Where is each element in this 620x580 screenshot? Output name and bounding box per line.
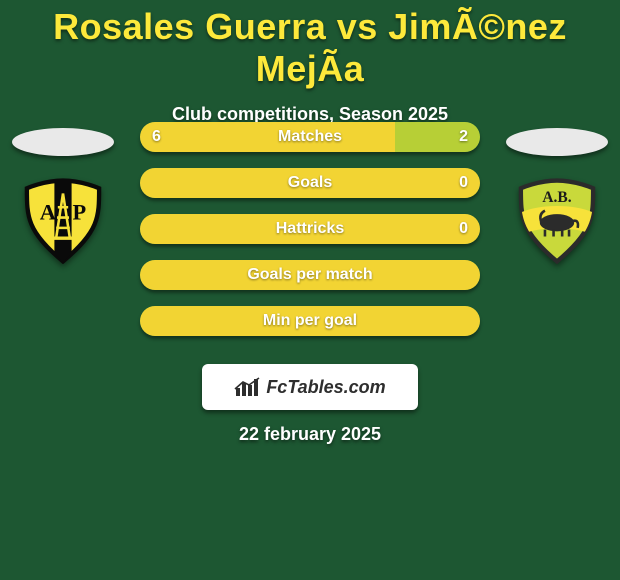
left-crest-stripe <box>54 178 71 264</box>
stat-row: Hattricks0 <box>140 214 480 244</box>
stat-value-right: 0 <box>459 168 468 198</box>
stat-fill-left <box>140 306 480 336</box>
right-team-crest: A.B. <box>514 178 600 264</box>
stat-value-right: 2 <box>459 122 468 152</box>
left-crest-letter-p: P <box>72 199 86 224</box>
date-text: 22 february 2025 <box>0 424 620 445</box>
stat-row: Goals per match <box>140 260 480 290</box>
right-player-column: A.B. <box>502 128 612 264</box>
left-crest-letter-a: A <box>40 199 56 224</box>
right-crest-initials: A.B. <box>542 189 571 206</box>
right-player-avatar-placeholder <box>506 128 608 156</box>
left-team-crest: A P <box>20 178 106 264</box>
stat-row: Goals0 <box>140 168 480 198</box>
stats-bars: Matches62Goals0Hattricks0Goals per match… <box>140 122 480 336</box>
page-title: Rosales Guerra vs JimÃ©nez MejÃ­a <box>0 0 620 90</box>
stat-value-right: 0 <box>459 214 468 244</box>
attribution-box: FcTables.com <box>202 364 418 410</box>
stat-fill-left <box>140 214 480 244</box>
stat-value-left: 6 <box>152 122 161 152</box>
stat-fill-left <box>140 168 480 198</box>
stat-row: Matches62 <box>140 122 480 152</box>
left-player-column: A P <box>8 128 118 264</box>
bar-chart-icon <box>234 376 260 398</box>
stat-row: Min per goal <box>140 306 480 336</box>
comparison-infographic: Rosales Guerra vs JimÃ©nez MejÃ­a Club c… <box>0 0 620 580</box>
stat-fill-left <box>140 122 395 152</box>
left-player-avatar-placeholder <box>12 128 114 156</box>
stat-fill-left <box>140 260 480 290</box>
attribution-text: FcTables.com <box>266 377 385 398</box>
